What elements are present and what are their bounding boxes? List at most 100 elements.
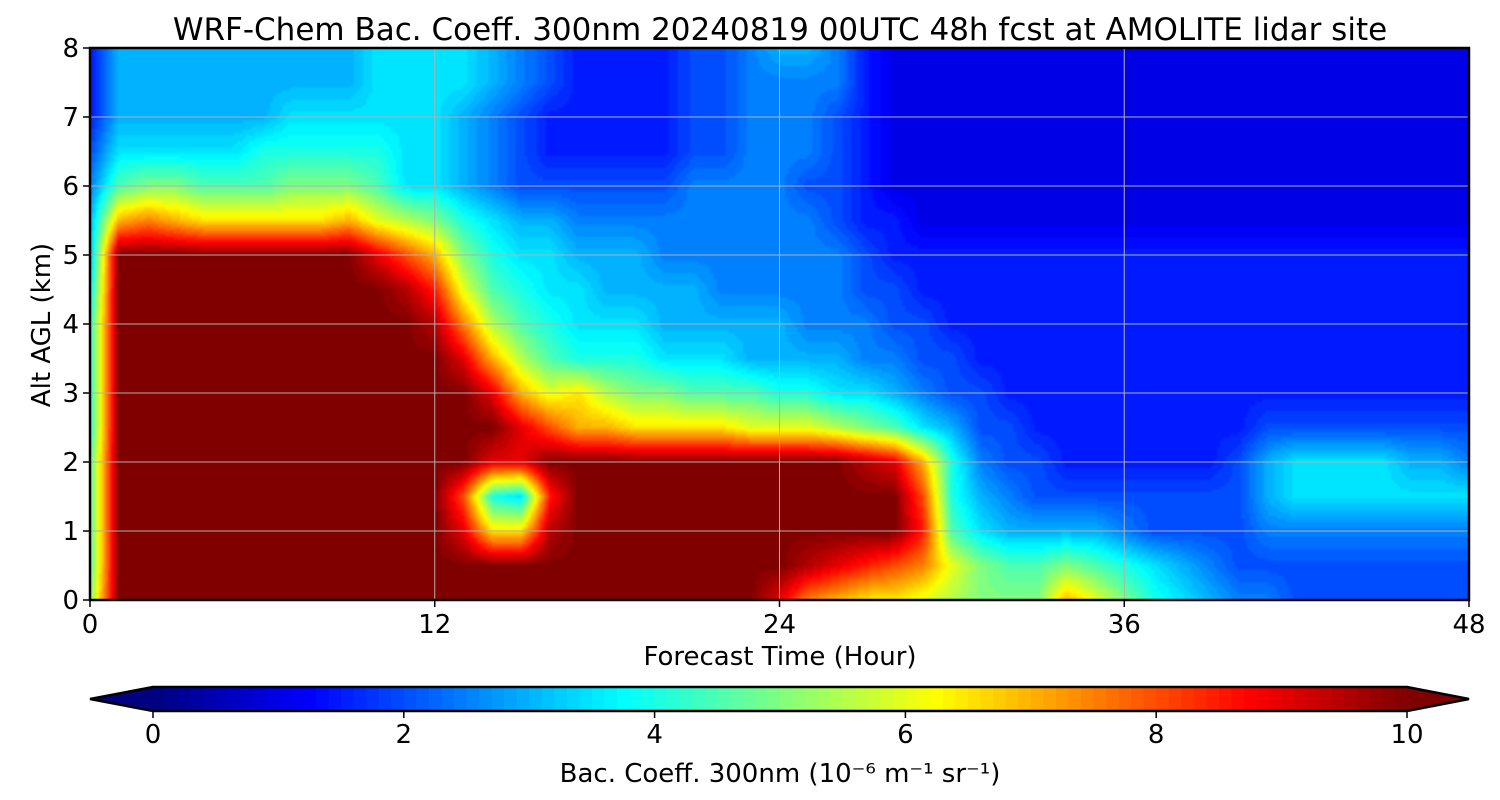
colorbar-segment <box>654 687 668 711</box>
colorbar-segment <box>316 687 330 711</box>
colorbar-segment <box>479 687 493 711</box>
colorbar-segment <box>780 687 794 711</box>
colorbar-segment <box>203 687 217 711</box>
colorbar-segment <box>190 687 204 711</box>
y-tick-label: 7 <box>62 103 79 133</box>
colorbar-tick-label: 0 <box>145 720 162 750</box>
colorbar-segment <box>930 687 944 711</box>
y-tick-label: 6 <box>62 172 79 202</box>
colorbar-segment <box>943 687 957 711</box>
colorbar-segment <box>805 687 819 711</box>
colorbar-segment <box>867 687 881 711</box>
colorbar-segment <box>616 687 631 711</box>
colorbar-tick-label: 4 <box>646 720 663 750</box>
colorbar-segment <box>428 687 443 711</box>
colorbar-segment <box>1043 687 1057 711</box>
colorbar-segment <box>353 687 367 711</box>
colorbar-segment <box>1344 687 1358 711</box>
colorbar-segment <box>240 687 254 711</box>
colorbar-segment <box>754 687 769 711</box>
colorbar-segment <box>880 687 894 711</box>
colorbar-segment <box>516 687 530 711</box>
colorbar-segment <box>466 687 480 711</box>
colorbar-label-main: Bac. Coeff. 300nm <box>560 759 801 789</box>
colorbar-segment <box>1306 687 1320 711</box>
colorbar-segment <box>1118 687 1132 711</box>
colorbar-segment <box>328 687 342 711</box>
colorbar-segment <box>441 687 455 711</box>
y-tick-label: 8 <box>62 34 79 64</box>
x-axis-label: Forecast Time (Hour) <box>643 642 916 672</box>
colorbar-segment <box>1143 687 1157 711</box>
x-tick-label: 24 <box>763 610 796 640</box>
y-axis-label: Alt AGL (km) <box>27 243 57 407</box>
colorbar-segment <box>504 687 518 711</box>
colorbar-extend-min <box>90 687 153 711</box>
colorbar: 0 2 4 6 8 10 Bac. Coeff. 300nm (10⁻⁶ m⁻¹ sr⁻¹… <box>89 685 1470 789</box>
colorbar-segment <box>579 687 593 711</box>
colorbar-segment <box>591 687 606 711</box>
x-tick-label: 0 <box>82 610 99 640</box>
colorbar-segment <box>391 687 405 711</box>
colorbar-segment <box>742 687 756 711</box>
colorbar-segment <box>968 687 982 711</box>
colorbar-extend-max <box>1407 687 1469 711</box>
colorbar-segment <box>215 687 229 711</box>
colorbar-ticks: 0 2 4 6 8 10 <box>145 711 1424 750</box>
x-tick-label: 36 <box>1108 610 1141 640</box>
colorbar-segment <box>1093 687 1107 711</box>
colorbar-segment <box>1294 687 1308 711</box>
colorbar-segment <box>265 687 279 711</box>
colorbar-segment <box>642 687 656 711</box>
colorbar-segment <box>1018 687 1032 711</box>
colorbar-segment <box>830 687 844 711</box>
colorbar-segment <box>1394 687 1408 711</box>
colorbar-segment <box>278 687 292 711</box>
colorbar-segment <box>491 687 505 711</box>
colorbar-segment <box>629 687 643 711</box>
colorbar-segment <box>1356 687 1370 711</box>
x-axis: 0 12 24 36 48 <box>82 600 1486 640</box>
x-tick-label: 12 <box>418 610 451 640</box>
colorbar-segment <box>1068 687 1082 711</box>
chart-title: WRF-Chem Bac. Coeff. 300nm 20240819 00UT… <box>173 12 1387 48</box>
colorbar-segment <box>1106 687 1120 711</box>
colorbar-segment <box>1281 687 1295 711</box>
colorbar-label: Bac. Coeff. 300nm (10⁻⁶ m⁻¹ sr⁻¹) <box>560 759 1001 789</box>
colorbar-segment <box>993 687 1007 711</box>
colorbar-segment <box>1168 687 1182 711</box>
colorbar-segment <box>566 687 580 711</box>
colorbar-segment <box>1256 687 1270 711</box>
colorbar-tick-label: 2 <box>396 720 413 750</box>
colorbar-segment <box>403 687 417 711</box>
colorbar-segment <box>679 687 693 711</box>
colorbar-segment <box>453 687 468 711</box>
colorbar-segment <box>165 687 179 711</box>
colorbar-segment <box>1381 687 1396 711</box>
x-tick-label: 48 <box>1452 610 1485 640</box>
colorbar-segment <box>1193 687 1207 711</box>
colorbar-segment <box>1055 687 1070 711</box>
colorbar-segment <box>153 687 167 711</box>
colorbar-segment <box>955 687 969 711</box>
colorbar-segment <box>303 687 317 711</box>
colorbar-segment <box>1206 687 1220 711</box>
colorbar-segment <box>1231 687 1245 711</box>
colorbar-segment <box>541 687 555 711</box>
colorbar-segment <box>1269 687 1283 711</box>
colorbar-segment <box>692 687 706 711</box>
colorbar-tick-label: 6 <box>897 720 914 750</box>
colorbar-segment <box>341 687 355 711</box>
colorbar-segment <box>416 687 430 711</box>
colorbar-segment <box>378 687 392 711</box>
colorbar-segment <box>1369 687 1383 711</box>
colorbar-segment <box>729 687 743 711</box>
y-tick-label: 5 <box>62 241 79 271</box>
y-axis: 0 1 2 3 4 5 6 7 8 <box>62 34 90 616</box>
colorbar-segment <box>228 687 242 711</box>
colorbar-segment <box>529 687 543 711</box>
colorbar-segment <box>792 687 806 711</box>
colorbar-segment <box>290 687 305 711</box>
colorbar-segment <box>1080 687 1095 711</box>
